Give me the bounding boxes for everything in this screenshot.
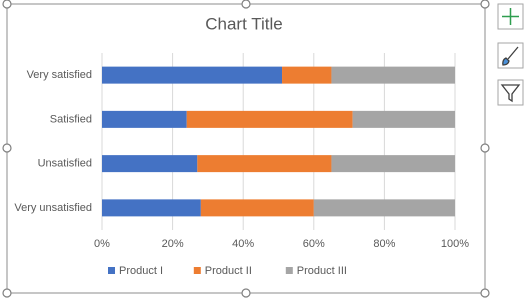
y-tick-label: Satisfied <box>50 113 92 125</box>
selection-handles <box>2 0 490 298</box>
chart-styles-button[interactable] <box>497 42 524 69</box>
bar-segment <box>352 110 455 128</box>
chart-elements-button[interactable] <box>497 3 524 30</box>
handle[interactable] <box>2 143 12 153</box>
chart-title[interactable]: Chart Title <box>205 14 282 33</box>
handle[interactable] <box>241 0 251 9</box>
brush-icon <box>502 46 519 66</box>
x-tick-label: 20% <box>162 238 184 250</box>
bar-segment <box>102 66 283 84</box>
plot-area: 0% 20% 40% 60% 80% 100% Very satisfied Satisfie… <box>14 53 469 277</box>
legend-swatch <box>108 267 115 274</box>
legend-swatch <box>193 267 201 274</box>
x-tick-label: 0% <box>94 238 110 250</box>
bar-segment <box>313 199 455 217</box>
filter-icon <box>500 84 521 103</box>
bar-segment <box>197 155 332 173</box>
x-tick-label: 60% <box>303 238 325 250</box>
bar-segment <box>102 110 187 128</box>
y-tick-label: Very satisfied <box>27 69 92 81</box>
bar-segment <box>102 155 198 173</box>
handle[interactable] <box>480 288 490 298</box>
bar-segment <box>331 66 455 84</box>
bar-segment <box>331 155 455 173</box>
chart-area[interactable] <box>6 3 486 294</box>
legend-label: Product I <box>119 265 163 277</box>
x-tick-label: 100% <box>441 238 469 250</box>
bar-segment <box>102 199 201 217</box>
legend-label: Product III <box>297 265 347 277</box>
handle[interactable] <box>480 143 490 153</box>
bar-segment <box>186 110 353 128</box>
x-tick-label: 40% <box>232 238 254 250</box>
legend-swatch <box>285 267 293 274</box>
legend-label: Product II <box>205 265 252 277</box>
handle[interactable] <box>2 0 12 9</box>
handle[interactable] <box>2 288 12 298</box>
bar-segment <box>282 66 332 84</box>
handle[interactable] <box>241 288 251 298</box>
y-tick-label: Very unsatisfied <box>14 202 92 214</box>
bar-segment <box>200 199 314 217</box>
y-tick-label: Unsatisfied <box>38 158 92 170</box>
chart-filters-button[interactable] <box>497 79 524 106</box>
x-tick-label: 80% <box>373 238 395 250</box>
handle[interactable] <box>480 0 490 9</box>
button[interactable] <box>497 79 524 106</box>
plus-icon <box>502 8 519 25</box>
